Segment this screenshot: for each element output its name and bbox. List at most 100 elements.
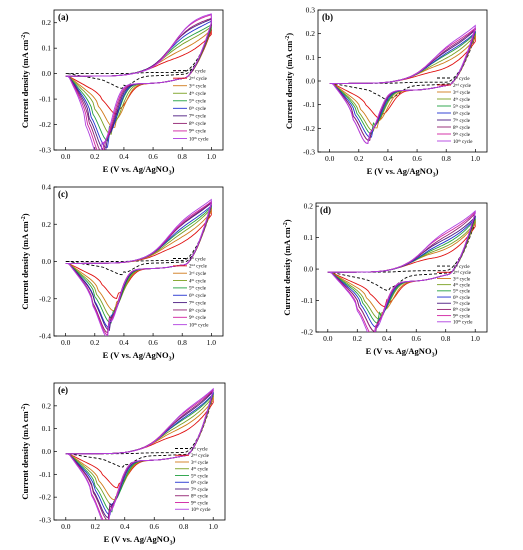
legend-num: 2 [189,77,192,82]
legend-label: 1st cycle [453,75,470,82]
legend-sup: th [192,128,195,132]
x-tick-label: 0.8 [178,152,188,161]
legend-word: cycle [458,296,471,301]
y-tick-label: 0.3 [306,6,316,15]
cycle-10-line [65,13,212,150]
chart-svg: 0.0 0.2 0.4 0.6 0.8 1.0 -0.3 -0.2 -0.1 0.0 0.1 0.2 (… [20,9,224,177]
legend-label: 7th cycle [453,301,471,308]
legend-label: 3rd cycle [191,459,209,466]
y-axis-title-end: ) [282,219,292,222]
legend-sup: st [192,68,194,72]
panel-label: (e) [58,385,68,395]
legend-sup: th [192,285,195,289]
legend-num: 9 [453,314,456,319]
x-axis-title-main: E (V vs. Ag/AgNO [367,166,433,176]
chart-panel-a: 0.0 0.2 0.4 0.6 0.8 1.0 -0.3 -0.2 -0.1 0.0 0.1 0.2 (… [0,0,262,178]
x-tick-label: 0.4 [119,338,129,347]
legend-num: 6 [453,296,456,301]
legend-word: cycle [458,308,471,313]
x-axis-title-sub: 3 [432,353,435,359]
legend-num: 3 [189,85,192,90]
legend-label: 1st cycle [191,446,208,453]
legend-sup: th [456,313,459,317]
legend-label: 5th cycle [453,103,471,110]
x-axis-title-sub: 3 [169,171,172,177]
y-axis-title: Current density (mA cm-2) [282,219,292,315]
legend-num: 4 [189,279,192,284]
legend-sup: th [458,319,461,323]
legend-label: 9th cycle [189,315,207,322]
legend-num: 10 [191,508,197,513]
legend-label: 6th cycle [453,110,471,117]
y-axis-title-sup: -2 [283,222,289,227]
legend-num: 8 [191,495,194,500]
legend-num: 2 [453,84,456,89]
x-axis-title-main: E (V vs. Ag/AgNO [366,346,432,356]
legend-num: 2 [189,265,192,270]
legend-sup: rd [456,89,459,93]
chart-svg: 0.0 0.2 0.4 0.6 0.8 1.0 -0.3 -0.2 -0.1 0.0 0.1 0.2 (… [20,382,226,547]
legend-sup: th [456,117,459,121]
legend-num: 1 [191,447,194,452]
legend-sup: th [458,138,461,142]
cycle-10-line [329,24,476,145]
legend-label: 1st cycle [189,256,206,262]
legend-sup: th [192,98,195,102]
x-tick-label: 0.8 [442,154,452,163]
legend-word: cycle [196,468,209,473]
legend-sup: th [192,307,195,311]
legend-sup: nd [192,75,196,79]
legend-label: 5th cycle [189,98,207,105]
legend-sup: st [456,263,458,267]
y-tick-label: -0.1 [39,95,51,104]
legend-num: 6 [189,107,192,112]
legend-sup: st [192,256,194,260]
legend-sup: th [192,121,195,125]
y-tick-label: 0.0 [42,257,52,266]
legend-sup: th [192,113,195,117]
legend-label: 4th cycle [189,278,207,285]
legend-word: cycle [458,98,471,103]
y-axis-title-main: Current density (mA cm [284,41,294,129]
legend-label: 10th cycle [189,322,209,329]
legend-num: 5 [189,100,192,105]
x-axis-title-end: ) [435,346,438,356]
y-tick-label: 0.2 [304,202,314,211]
y-axis-title: Current density (mA cm-2) [20,403,30,499]
legend-num: 5 [453,105,456,110]
legend-sup: th [196,507,199,511]
x-tick-label: 0.0 [61,338,71,347]
legend-label: 9th cycle [453,131,471,138]
legend-num: 1 [453,265,456,270]
legend-label: 1st cycle [453,263,470,270]
legend-sup: rd [192,83,195,87]
legend-word: cycle [197,454,210,459]
legend-word: cycle [461,321,474,326]
x-tick-label: 0.4 [383,154,393,163]
x-tick-label: 0.4 [382,334,392,343]
legend-word: cycle [458,119,471,124]
cycle-10-line [327,209,476,332]
legend-num: 8 [189,122,192,127]
legend-label: 8th cycle [189,121,207,128]
legend-sup: rd [194,459,197,463]
y-axis-title-sup: -2 [21,35,27,40]
legend-word: cycle [197,137,210,142]
legend-label: 10th cycle [453,319,473,326]
legend-sup: th [456,96,459,100]
y-axis-title-sup: -2 [21,216,27,221]
y-tick-label: 0.1 [42,424,52,433]
legend-num: 7 [453,119,456,124]
y-tick-label: 0.0 [306,77,316,86]
x-tick-label: 0.6 [412,154,422,163]
y-tick-label: 0.2 [42,220,52,229]
x-tick-label: 0.6 [148,152,158,161]
legend-sup: st [456,75,458,79]
legend-word: cycle [194,316,207,321]
legend-label: 4th cycle [191,466,209,473]
legend-word: cycle [195,77,208,82]
legend-label: 6th cycle [189,293,207,300]
y-tick-label: 0.2 [306,29,316,38]
y-tick-label: -0.2 [303,124,315,133]
legend-num: 2 [453,271,456,276]
